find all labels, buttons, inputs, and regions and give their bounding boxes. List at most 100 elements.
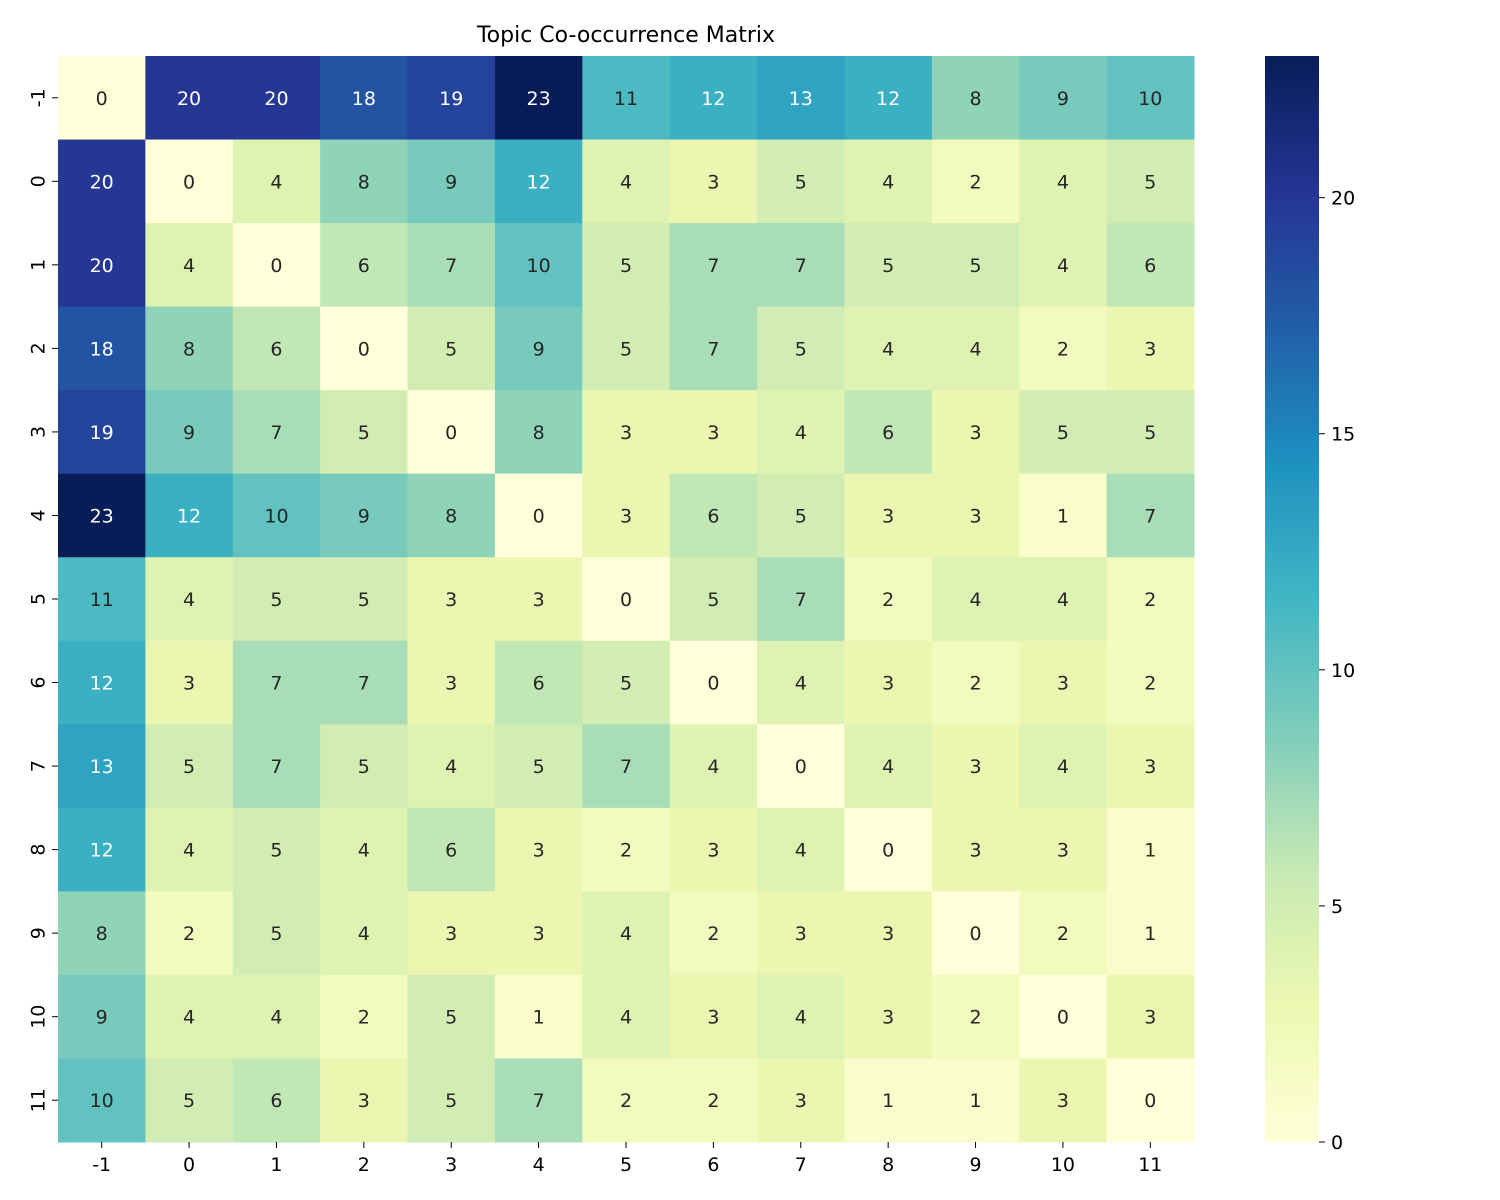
cell-value-label: 4 (795, 422, 807, 444)
heatmap-cell (1106, 223, 1195, 308)
heatmap-cell (844, 56, 933, 141)
heatmap-cell (407, 640, 496, 725)
y-tick-label: 10 (28, 1005, 50, 1029)
heatmap-cell (407, 223, 496, 308)
cell-value-label: 7 (358, 673, 370, 695)
cell-value-label: 3 (183, 673, 195, 695)
cell-value-label: 5 (795, 505, 807, 527)
heatmap-cell (145, 223, 234, 308)
x-tick-label: 7 (795, 1154, 807, 1176)
cell-value-label: 5 (445, 1007, 457, 1029)
heatmap-cell (669, 557, 758, 642)
cell-value-label: 6 (1144, 255, 1156, 277)
heatmap-cell (320, 56, 409, 141)
heatmap-cell (669, 807, 758, 892)
y-tick-label: 11 (28, 1088, 50, 1112)
heatmap-cell (931, 306, 1020, 391)
heatmap-cell (582, 390, 671, 475)
cell-value-label: 9 (358, 505, 370, 527)
heatmap-cell (232, 807, 321, 892)
heatmap-cell (1106, 56, 1195, 141)
heatmap-cell (58, 807, 146, 892)
cell-value-label: 3 (358, 1090, 370, 1112)
cell-value-label: 4 (270, 1007, 282, 1029)
cell-value-label: 3 (707, 422, 719, 444)
cell-value-label: 4 (620, 171, 632, 193)
cell-value-label: 7 (707, 338, 719, 360)
cell-value-label: 4 (183, 840, 195, 862)
y-tick-label: 0 (28, 175, 50, 187)
cell-value-label: 4 (795, 673, 807, 695)
cell-value-label: 23 (527, 88, 551, 110)
cell-value-label: 5 (795, 338, 807, 360)
heatmap-cell (757, 56, 845, 141)
heatmap-cell (58, 640, 146, 725)
cell-value-label: 1 (533, 1007, 545, 1029)
cell-value-label: 2 (969, 673, 981, 695)
cell-value-label: 0 (1144, 1090, 1156, 1112)
heatmap-cell (1019, 724, 1108, 809)
cell-value-label: 8 (445, 505, 457, 527)
cell-value-label: 3 (1057, 673, 1069, 695)
heatmap-cell (58, 974, 146, 1059)
cell-value-label: 1 (1057, 505, 1069, 527)
heatmap-cell (757, 974, 845, 1059)
cell-value-label: 5 (620, 255, 632, 277)
heatmap-cell (582, 306, 671, 391)
heatmap-cell (407, 807, 496, 892)
cell-value-label: 0 (795, 756, 807, 778)
cell-value-label: 3 (533, 589, 545, 611)
cell-value-label: 3 (707, 171, 719, 193)
heatmap-cell (1106, 640, 1195, 725)
cell-value-label: 4 (969, 589, 981, 611)
heatmap-cell (757, 724, 845, 809)
cell-value-label: 4 (183, 255, 195, 277)
heatmap-cell (1019, 473, 1108, 558)
heatmap-cell (1019, 223, 1108, 308)
cell-value-label: 5 (358, 422, 370, 444)
cell-value-label: 5 (270, 840, 282, 862)
heatmap-cell (494, 807, 583, 892)
heatmap-cell (582, 56, 671, 141)
cell-value-label: 2 (707, 1090, 719, 1112)
heatmap-cell (931, 1058, 1020, 1143)
cell-value-label: 0 (358, 338, 370, 360)
heatmap-cell (931, 807, 1020, 892)
cell-value-label: 2 (1144, 673, 1156, 695)
heatmap-cell (757, 306, 845, 391)
cell-value-label: 4 (445, 756, 457, 778)
colorbar-tick-label: 15 (1331, 424, 1355, 446)
cell-value-label: 3 (707, 840, 719, 862)
cell-value-label: 7 (445, 255, 457, 277)
x-tick-label: 9 (969, 1154, 981, 1176)
heatmap-cell (145, 390, 234, 475)
cell-value-label: 5 (795, 171, 807, 193)
cell-value-label: 13 (789, 88, 813, 110)
heatmap-cell (757, 139, 845, 224)
heatmap-cell (757, 807, 845, 892)
cell-value-label: 5 (270, 923, 282, 945)
colorbar-tick-label: 10 (1331, 660, 1355, 682)
heatmap-cell (669, 473, 758, 558)
x-tick-label: 4 (533, 1154, 545, 1176)
cell-value-label: 10 (90, 1090, 114, 1112)
y-tick-label: 4 (28, 509, 50, 521)
heatmap-cell (145, 807, 234, 892)
heatmap-cell (931, 139, 1020, 224)
cell-value-label: 23 (90, 505, 114, 527)
colorbar: 0 5 10 15 20 (1265, 56, 1355, 1154)
cell-value-label: 6 (445, 840, 457, 862)
heatmap-cell (582, 139, 671, 224)
heatmap-cell (494, 223, 583, 308)
heatmap-cell (844, 223, 933, 308)
heatmap-cell (582, 891, 671, 976)
cell-value-label: 7 (533, 1090, 545, 1112)
cell-value-label: 18 (352, 88, 376, 110)
heatmap-cell (1106, 974, 1195, 1059)
cell-value-label: 12 (701, 88, 725, 110)
x-tick-label: 0 (183, 1154, 195, 1176)
heatmap-cell (494, 891, 583, 976)
heatmap-cell (844, 640, 933, 725)
cell-value-label: 11 (614, 88, 638, 110)
cell-value-label: 6 (533, 673, 545, 695)
